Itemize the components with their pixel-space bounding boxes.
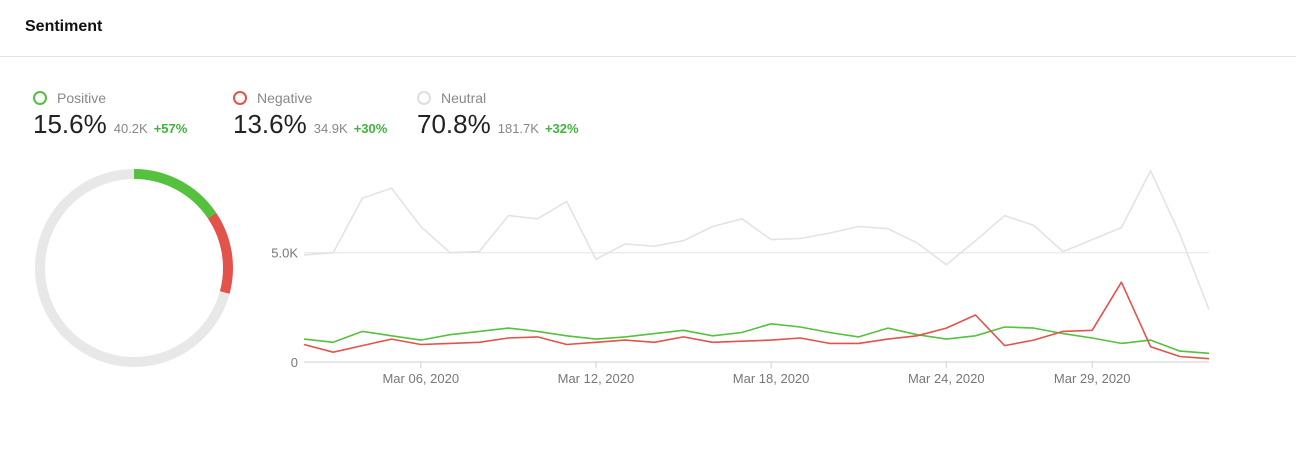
legend-positive-count: 40.2K: [113, 121, 148, 136]
legend-positive-name: Positive: [57, 90, 107, 106]
legend-negative[interactable]: Negative 13.6% 34.9K +30%: [233, 88, 387, 140]
neutral-dot-icon: [417, 91, 431, 105]
legend-neutral-change: +32%: [544, 121, 579, 136]
negative-dot-icon: [233, 91, 247, 105]
legend-neutral-count: 181.7K: [497, 121, 539, 136]
donut-slice-positive[interactable]: [133, 169, 217, 219]
x-tick-label: Mar 18, 2020: [733, 371, 810, 386]
legend-negative-count: 34.9K: [313, 121, 348, 136]
donut-slice-neutral[interactable]: [35, 169, 230, 367]
series-line-positive[interactable]: [303, 322, 1210, 355]
series-line-neutral[interactable]: [303, 170, 1210, 310]
legend-positive[interactable]: Positive 15.6% 40.2K +57%: [33, 88, 187, 140]
x-tick-label: Mar 12, 2020: [558, 371, 635, 386]
legend-negative-change: +30%: [353, 121, 388, 136]
legend-negative-percent: 13.6%: [233, 109, 307, 139]
legend-neutral-percent: 70.8%: [417, 109, 491, 139]
donut-slice-negative[interactable]: [207, 212, 233, 294]
y-tick-label: 0: [291, 355, 298, 370]
header-bar: Sentiment: [0, 0, 1296, 57]
x-tick-label: Mar 29, 2020: [1054, 371, 1131, 386]
x-tick-label: Mar 06, 2020: [382, 371, 459, 386]
series-line-negative[interactable]: [303, 281, 1210, 360]
legend-neutral-name: Neutral: [441, 90, 487, 106]
legend-neutral[interactable]: Neutral 70.8% 181.7K +32%: [417, 88, 579, 140]
legend-positive-change: +57%: [153, 121, 188, 136]
x-tick-label: Mar 24, 2020: [908, 371, 985, 386]
legend-negative-name: Negative: [257, 90, 313, 106]
legend-positive-percent: 15.6%: [33, 109, 107, 139]
y-tick-label: 5.0K: [271, 246, 298, 261]
positive-dot-icon: [33, 91, 47, 105]
page-title: Sentiment: [25, 18, 103, 35]
